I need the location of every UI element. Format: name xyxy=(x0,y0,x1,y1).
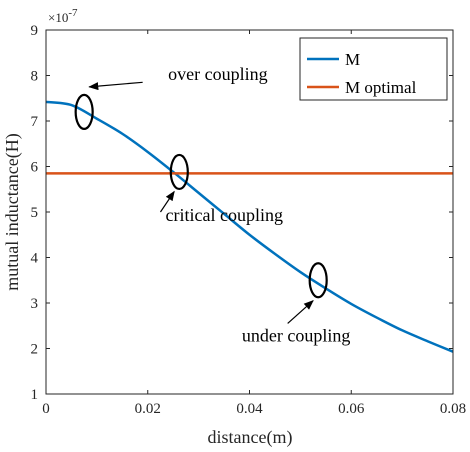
y-tick-label: 9 xyxy=(31,23,39,39)
annotation-ellipse-over-coupling xyxy=(74,93,94,131)
series-line-m xyxy=(45,100,454,353)
x-tick-label: 0.08 xyxy=(440,401,466,417)
x-tick-label: 0.06 xyxy=(338,401,365,417)
y-axis-label: mutual inductance(H) xyxy=(2,133,23,290)
annotation-label-over-coupling: over coupling xyxy=(168,64,267,84)
annotation-label-critical-coupling: critical coupling xyxy=(166,205,283,225)
y-tick-label: 1 xyxy=(31,387,39,403)
annotation-ellipse-under-coupling xyxy=(308,262,328,299)
annotation-label-under-coupling: under coupling xyxy=(242,326,350,346)
y-tick-label: 5 xyxy=(31,205,39,221)
y-tick-label: 3 xyxy=(31,296,39,312)
y-exponent-label: ×10-7 xyxy=(48,7,78,25)
annotation-arrow-over-coupling xyxy=(88,81,143,91)
y-exponent-base: ×10 xyxy=(48,10,68,25)
y-exponent-power: -7 xyxy=(68,7,78,19)
y-tick-label: 8 xyxy=(31,69,39,85)
annotation-ellipse-critical-coupling xyxy=(169,153,189,191)
axes-box xyxy=(45,29,454,395)
y-tick-label: 2 xyxy=(31,342,39,358)
y-tick-label: 7 xyxy=(31,114,39,130)
legend-label-m: M xyxy=(345,50,360,69)
y-tick-label: 4 xyxy=(31,251,39,267)
annotation-arrow-critical-coupling xyxy=(159,190,175,213)
x-tick-label: 0.04 xyxy=(236,401,263,417)
legend-box xyxy=(299,37,448,101)
x-tick-label: 0 xyxy=(42,401,50,417)
annotation-arrow-under-coupling xyxy=(287,300,314,324)
x-axis-label: distance(m) xyxy=(208,427,293,448)
legend-label-m-optimal: M optimal xyxy=(345,78,417,97)
x-tick-label: 0.02 xyxy=(135,401,161,417)
legend: M M optimal xyxy=(299,37,448,101)
y-tick-label: 6 xyxy=(31,160,39,176)
